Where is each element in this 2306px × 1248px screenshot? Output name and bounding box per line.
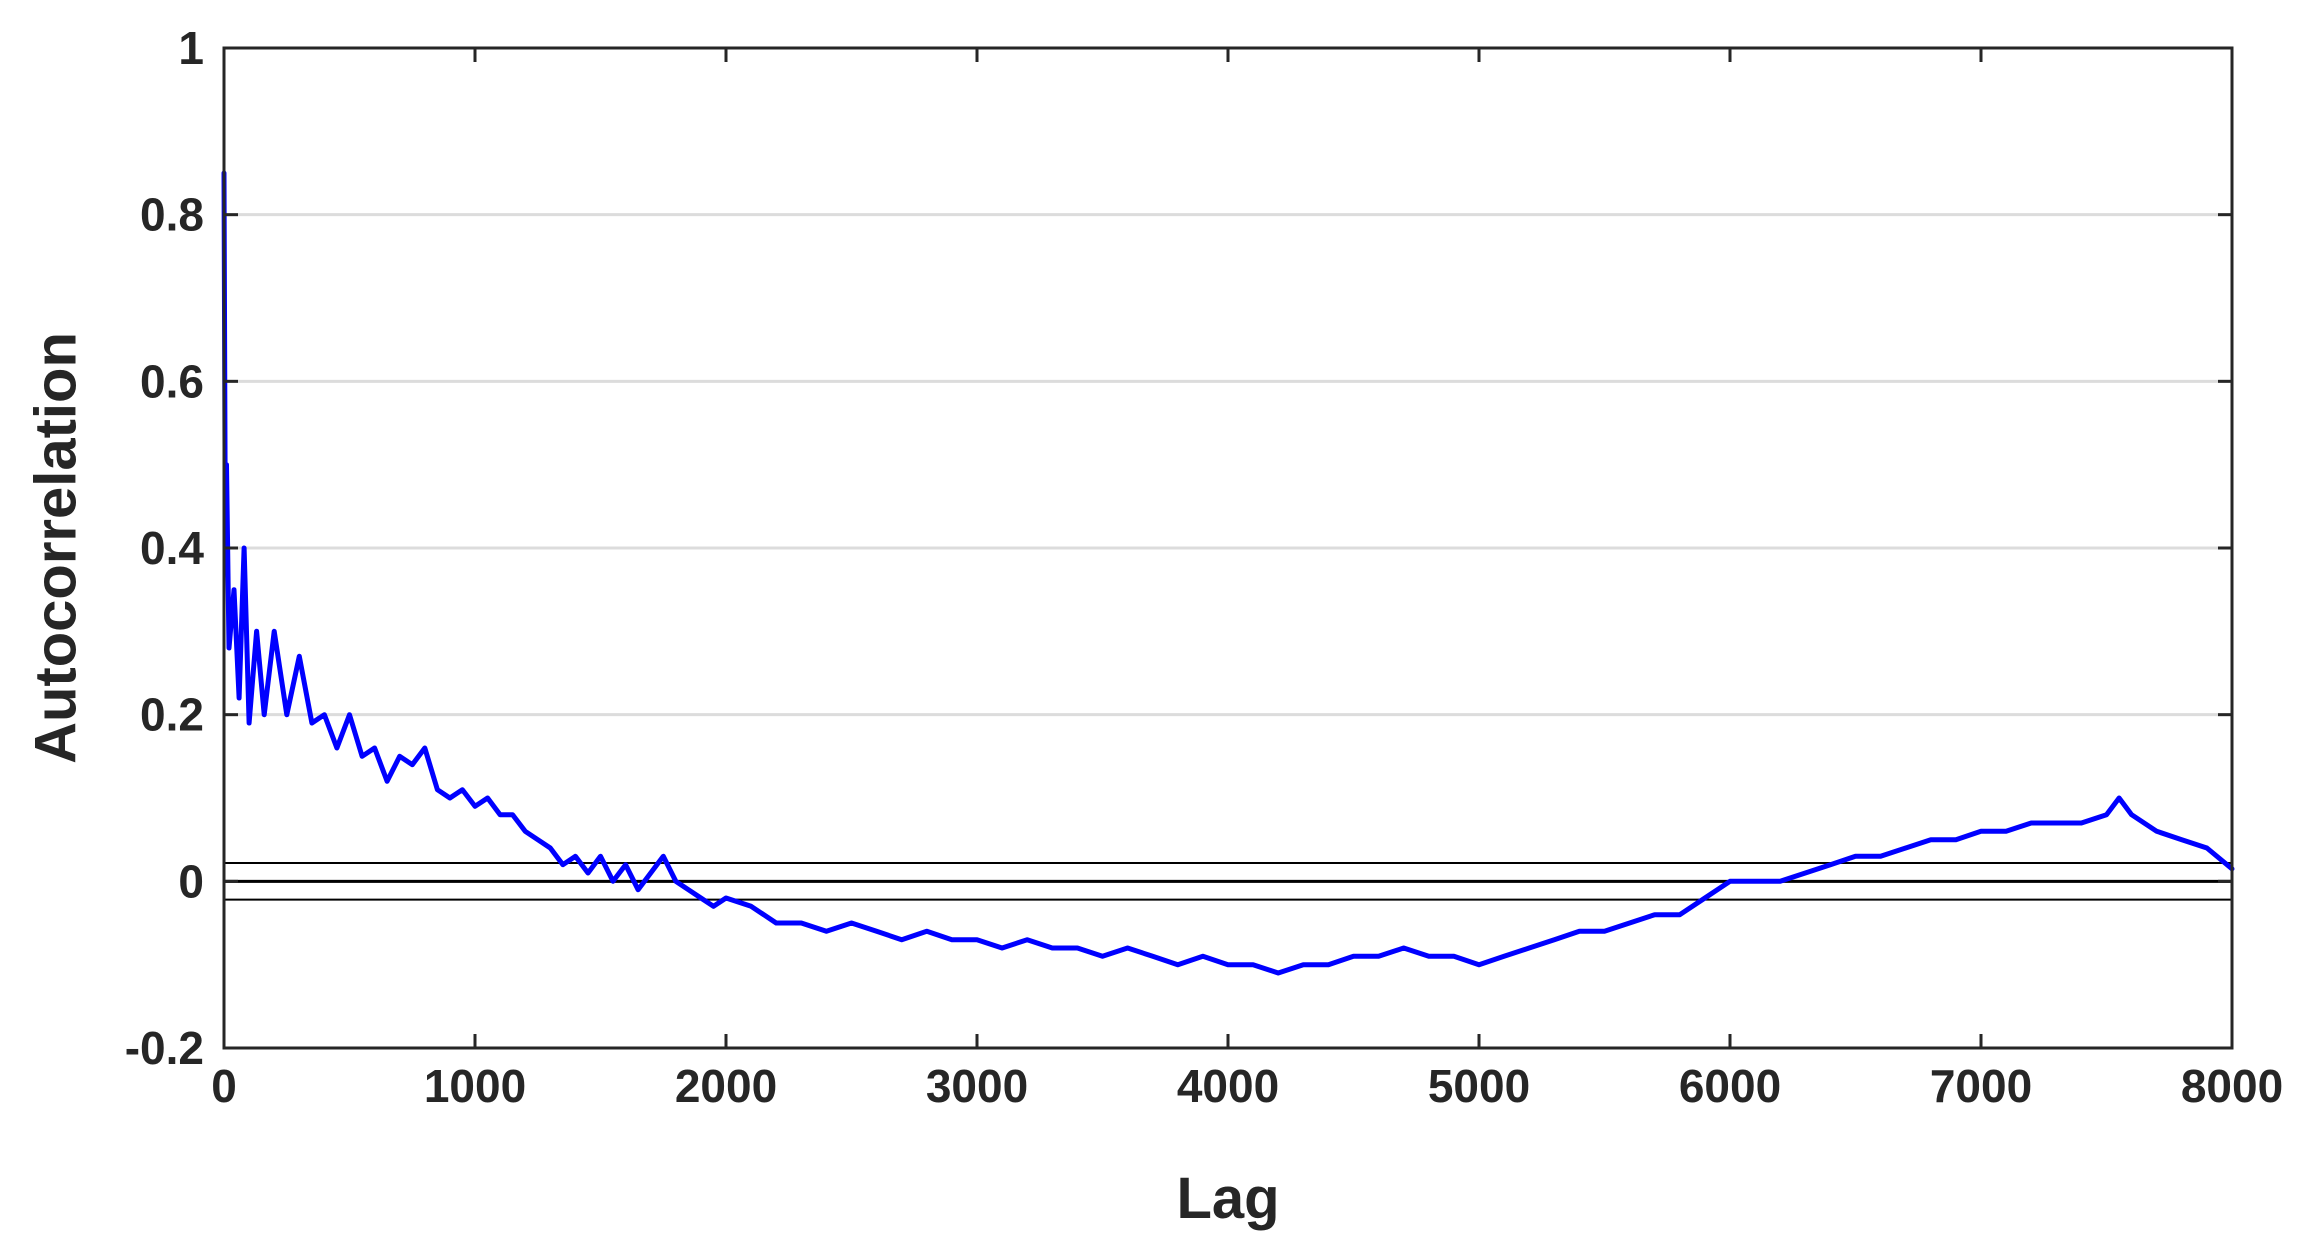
reference-lines — [224, 862, 2232, 901]
y-tick-label-4: 0.6 — [140, 355, 204, 407]
grid-lines — [224, 213, 2232, 883]
tick-labels: 0 1000 2000 3000 4000 5000 6000 7000 8000-0.200.… — [125, 22, 2283, 1112]
x-tick-label-3: 3000 — [926, 1060, 1028, 1112]
series-line-0 — [221, 170, 2235, 976]
x-tick-label-1: 1000 — [424, 1060, 526, 1112]
series-layer — [221, 170, 2235, 976]
x-axis-title: Lag — [1176, 1166, 1279, 1231]
y-axis-title: Autocorrelation — [23, 332, 88, 764]
x-tick-label-7: 7000 — [1930, 1060, 2032, 1112]
x-tick-label-0: 0 — [211, 1060, 237, 1112]
y-tick-label-5: 0.8 — [140, 189, 204, 241]
x-tick-label-8: 8000 — [2181, 1060, 2283, 1112]
y-tick-label-3: 0.4 — [140, 522, 204, 574]
y-tick-label-1: 0 — [178, 855, 204, 907]
x-tick-label-5: 5000 — [1428, 1060, 1530, 1112]
y-tick-label-6: 1 — [178, 22, 204, 74]
ticks — [222, 46, 2234, 1050]
x-tick-label-2: 2000 — [675, 1060, 777, 1112]
y-tick-label-2: 0.2 — [140, 689, 204, 741]
x-tick-label-6: 6000 — [1679, 1060, 1781, 1112]
y-tick-label-0: -0.2 — [125, 1022, 204, 1074]
x-tick-label-4: 4000 — [1177, 1060, 1279, 1112]
